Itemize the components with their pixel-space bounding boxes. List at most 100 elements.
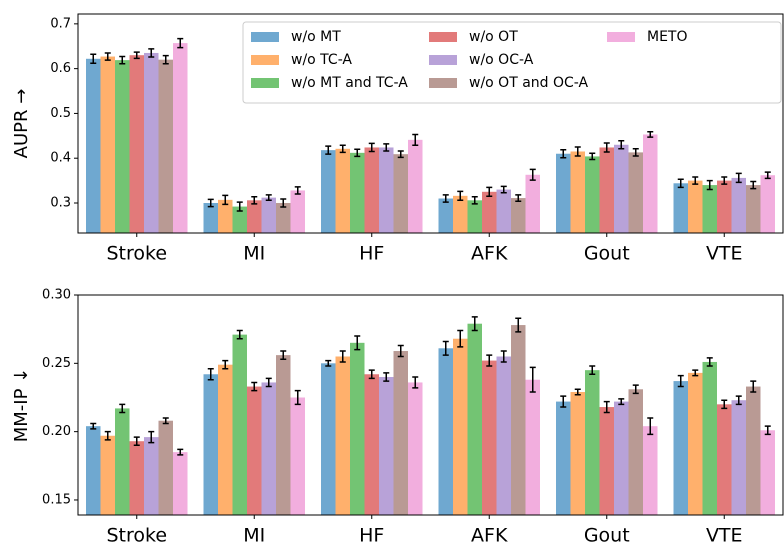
error-bar — [603, 142, 610, 153]
bar — [482, 360, 497, 515]
bar — [321, 363, 336, 515]
error-bar — [750, 180, 757, 190]
error-bar — [442, 340, 449, 356]
error-bar — [148, 48, 155, 58]
error-bar — [265, 377, 272, 388]
error-bar — [177, 37, 184, 49]
error-bar — [632, 384, 639, 395]
bar — [673, 381, 688, 515]
error-bar — [354, 148, 361, 158]
error-bar — [515, 317, 522, 333]
bar — [496, 189, 511, 233]
error-bar — [618, 139, 625, 150]
bar — [379, 147, 394, 233]
x-tick-label: Stroke — [106, 525, 167, 547]
legend-swatch — [251, 78, 279, 88]
error-bar — [486, 354, 493, 367]
bar — [379, 376, 394, 515]
bar — [702, 185, 717, 233]
y-tick-label: 0.20 — [42, 424, 71, 439]
bar — [643, 426, 658, 515]
bar — [232, 206, 247, 233]
error-bar — [325, 359, 332, 367]
error-bar — [721, 399, 728, 410]
error-bar — [632, 148, 639, 157]
bar — [614, 144, 629, 233]
bar — [673, 183, 688, 233]
error-bar — [383, 372, 390, 382]
error-bar — [706, 357, 713, 367]
bar — [335, 356, 350, 515]
bar — [335, 148, 350, 233]
error-bar — [574, 146, 581, 157]
legend-label: w/o MT — [291, 29, 341, 45]
error-bar — [677, 374, 684, 388]
error-bar — [354, 335, 361, 351]
error-bar — [442, 194, 449, 203]
bar — [511, 198, 526, 233]
error-bar — [133, 51, 140, 60]
bar — [731, 400, 746, 515]
axes-frame — [77, 294, 784, 516]
error-bar — [397, 150, 404, 159]
bar — [482, 191, 497, 233]
error-bar — [104, 52, 111, 61]
bar — [115, 60, 130, 234]
error-bar — [764, 171, 771, 180]
bar — [158, 420, 173, 515]
error-bar — [471, 316, 478, 332]
error-bar — [589, 365, 596, 376]
bar — [467, 200, 482, 233]
error-bar — [574, 388, 581, 396]
bar — [129, 55, 144, 233]
bar — [393, 351, 408, 515]
bar — [144, 437, 159, 515]
error-bar — [251, 195, 258, 205]
bar — [556, 401, 571, 515]
y-tick-label: 0.15 — [42, 492, 71, 507]
legend-label: w/o OC-A — [469, 52, 534, 68]
error-bar — [90, 422, 97, 430]
error-bar — [692, 369, 699, 377]
x-tick-label: Stroke — [106, 243, 167, 265]
error-bar — [265, 194, 272, 202]
bar — [599, 147, 614, 233]
bar — [276, 355, 291, 515]
error-bar — [647, 417, 654, 436]
legend-label: w/o OT — [469, 29, 518, 45]
error-bar — [119, 55, 126, 65]
bar — [100, 435, 115, 515]
legend-box — [242, 21, 782, 104]
bar — [408, 382, 423, 515]
bar — [290, 190, 305, 233]
y-tick-label: 0.6 — [50, 61, 71, 76]
error-bar — [207, 198, 214, 208]
y-axis-label: MM-IP ↓ — [11, 368, 32, 443]
bar — [731, 177, 746, 233]
error-bar — [735, 172, 742, 184]
bar — [393, 154, 408, 233]
axes-frame — [77, 13, 784, 234]
bar — [261, 382, 276, 515]
legend-label: w/o OT and OC-A — [469, 75, 589, 91]
error-bar — [412, 376, 419, 389]
y-tick-label: 0.25 — [42, 356, 71, 371]
bar — [115, 408, 130, 515]
x-tick-label: Gout — [584, 243, 630, 265]
error-bar — [560, 148, 567, 159]
legend-swatch — [251, 32, 279, 42]
bar — [599, 407, 614, 515]
error-bar — [764, 425, 771, 436]
bar — [511, 325, 526, 515]
bar — [232, 334, 247, 515]
x-tick-label: Gout — [584, 525, 630, 547]
bar — [173, 43, 188, 233]
bar — [438, 348, 453, 515]
error-bar — [721, 176, 728, 185]
bar — [247, 386, 262, 515]
legend-swatch — [429, 55, 457, 65]
error-bar — [486, 186, 493, 198]
error-bar — [251, 381, 258, 392]
bar — [614, 401, 629, 515]
error-bar — [280, 198, 287, 208]
